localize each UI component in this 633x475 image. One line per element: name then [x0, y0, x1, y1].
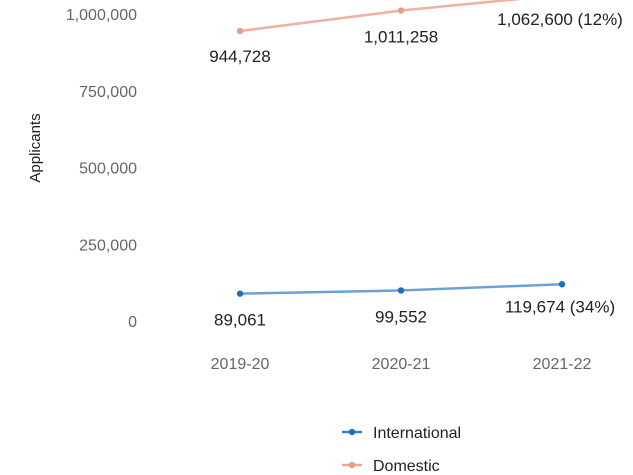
y-tick-label: 750,000: [79, 84, 137, 101]
y-tick-label: 250,000: [79, 237, 137, 254]
data-point: [397, 287, 405, 294]
legend-item-international: International: [342, 425, 461, 442]
legend-label: International: [373, 425, 461, 442]
data-label: 1,062,600 (12%): [497, 10, 623, 29]
legend-label: Domestic: [373, 458, 440, 475]
data-label: 1,011,258: [364, 28, 438, 47]
data-point: [236, 27, 244, 35]
x-tick-label: 2020-21: [372, 356, 431, 373]
y-tick-label: 0: [128, 314, 137, 331]
legend-item-domestic: Domestic: [342, 458, 440, 475]
x-tick-label: 2021-22: [533, 356, 592, 373]
series-layer: 89,061 99,552 119,674 (34%) 944,728 1,011,25…: [209, 0, 623, 330]
data-label: 89,061: [214, 311, 266, 330]
legend: International Domestic: [342, 425, 461, 475]
series-domestic: 944,728 1,011,258 1,062,600 (12%): [209, 0, 623, 66]
y-tick-label: 1,000,000: [66, 7, 137, 24]
data-label: 119,674 (34%): [505, 297, 615, 316]
x-axis-ticks: 2019-20 2020-21 2021-22: [211, 356, 592, 373]
data-label: 99,552: [375, 307, 427, 326]
y-axis-ticks: 0 250,000 500,000 750,000 1,000,000: [66, 7, 137, 331]
data-label: 944,728: [209, 47, 270, 66]
data-point: [236, 290, 244, 297]
data-point: [397, 7, 405, 14]
legend-marker: [348, 428, 356, 436]
y-tick-label: 500,000: [79, 161, 137, 178]
legend-marker: [348, 461, 356, 469]
data-point: [558, 281, 566, 288]
x-tick-label: 2019-20: [211, 356, 270, 373]
series-international: 89,061 99,552 119,674 (34%): [214, 281, 615, 330]
y-axis-title: Applicants: [27, 113, 44, 182]
